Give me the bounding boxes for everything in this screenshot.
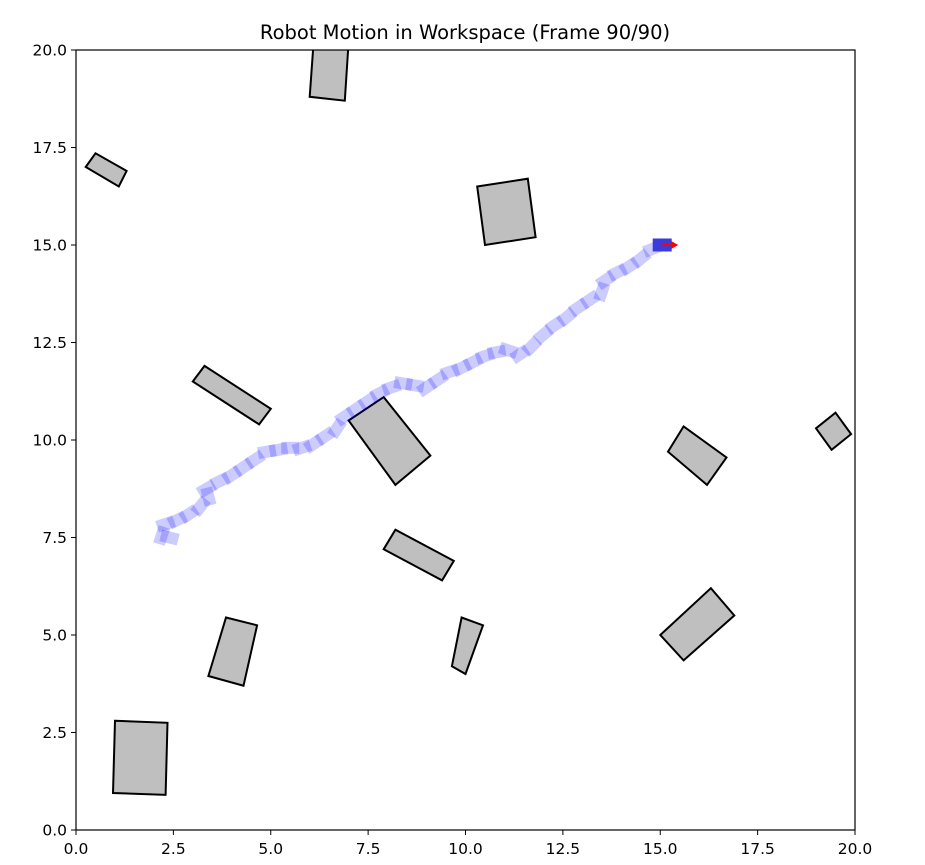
- trail-point: [521, 335, 543, 358]
- trail-point: [450, 358, 473, 378]
- trail-point: [594, 270, 617, 291]
- trail-point: [544, 315, 566, 335]
- obstacle-3: [476, 177, 537, 247]
- plot-area: [84, 50, 853, 796]
- x-axis: 0.0 2.5 5.0 7.5 10.0 12.5 15.0 17.5 20.0: [64, 830, 873, 858]
- trail-point: [209, 471, 231, 491]
- trail-point: [369, 383, 391, 403]
- obstacle-5: [347, 395, 432, 487]
- x-tick-label: 17.5: [740, 840, 775, 858]
- trail-point: [257, 444, 277, 460]
- trail-point: [357, 391, 379, 411]
- trail-point: [232, 457, 255, 478]
- trail-point: [268, 442, 289, 458]
- trail-point: [618, 256, 640, 277]
- x-tick-label: 7.5: [356, 840, 381, 858]
- obstacle-4: [191, 364, 273, 426]
- axes-frame: [75, 49, 856, 831]
- obstacles-layer: [84, 50, 853, 796]
- trail-point: [190, 495, 211, 518]
- trail-point: [532, 324, 555, 346]
- trail-point: [314, 426, 337, 447]
- x-tick-label: 15.0: [643, 840, 678, 858]
- trail-point: [462, 352, 485, 372]
- obstacle-8: [382, 528, 456, 582]
- x-tick-label: 20.0: [838, 840, 873, 858]
- x-tick-label: 10.0: [448, 840, 483, 858]
- obstacle-10: [450, 616, 485, 676]
- trail-point: [333, 406, 356, 427]
- trail-point: [556, 306, 578, 328]
- trail-point: [244, 449, 267, 470]
- trail-point: [153, 525, 171, 546]
- obstacle-2: [84, 151, 128, 188]
- y-tick-label: 15.0: [32, 237, 67, 255]
- y-tick-label: 7.5: [42, 529, 67, 547]
- y-tick-label: 10.0: [32, 432, 67, 450]
- y-axis: 0.0 2.5 5.0 7.5 10.0 12.5 15.0 17.5 20.0: [32, 42, 76, 840]
- y-tick-label: 12.5: [32, 334, 67, 352]
- trail-point: [405, 377, 425, 393]
- trail-point: [281, 441, 300, 454]
- trail-point: [427, 369, 450, 390]
- trail-point: [220, 465, 243, 486]
- y-tick-label: 0.0: [42, 822, 67, 840]
- x-tick-label: 0.0: [64, 840, 89, 858]
- robot-layer: [652, 238, 679, 252]
- chart-title: Robot Motion in Workspace (Frame 90/90): [260, 21, 670, 44]
- arrow-head: [671, 241, 679, 249]
- trail-point: [302, 433, 325, 454]
- trail-point: [166, 510, 189, 530]
- obstacle-9: [207, 616, 259, 687]
- trail-point: [567, 297, 590, 318]
- trail-point: [606, 262, 629, 282]
- trail-point: [393, 375, 414, 391]
- trail-point: [200, 486, 217, 507]
- trail-point: [327, 417, 347, 440]
- trail-point: [159, 529, 180, 546]
- obstacle-7: [814, 411, 853, 452]
- obstacle-11: [658, 586, 736, 662]
- trail-point: [486, 344, 507, 360]
- trail-point: [291, 439, 313, 457]
- obstacle-1: [308, 50, 350, 102]
- trail-point: [381, 378, 402, 396]
- robot-heading-arrow: [662, 241, 679, 249]
- obstacle-6: [666, 424, 728, 487]
- trail-point: [439, 363, 461, 381]
- trail-point: [497, 341, 519, 359]
- trail-point: [630, 248, 652, 269]
- y-tick-label: 20.0: [32, 42, 67, 60]
- y-tick-label: 2.5: [42, 724, 67, 742]
- obstacle-12: [111, 719, 169, 796]
- trail-point: [509, 344, 531, 365]
- x-tick-label: 5.0: [258, 840, 283, 858]
- trail-point: [415, 377, 438, 398]
- y-tick-label: 17.5: [32, 139, 67, 157]
- trail-point: [155, 515, 177, 533]
- trail-point: [345, 398, 368, 419]
- trail-point: [195, 479, 218, 499]
- trail-point: [579, 289, 601, 310]
- x-tick-label: 12.5: [546, 840, 581, 858]
- robot-trail: [153, 239, 664, 546]
- x-tick-label: 2.5: [161, 840, 186, 858]
- trail-point: [178, 504, 200, 525]
- trail-point: [474, 347, 496, 365]
- trail-point: [593, 281, 611, 303]
- y-tick-label: 5.0: [42, 627, 67, 645]
